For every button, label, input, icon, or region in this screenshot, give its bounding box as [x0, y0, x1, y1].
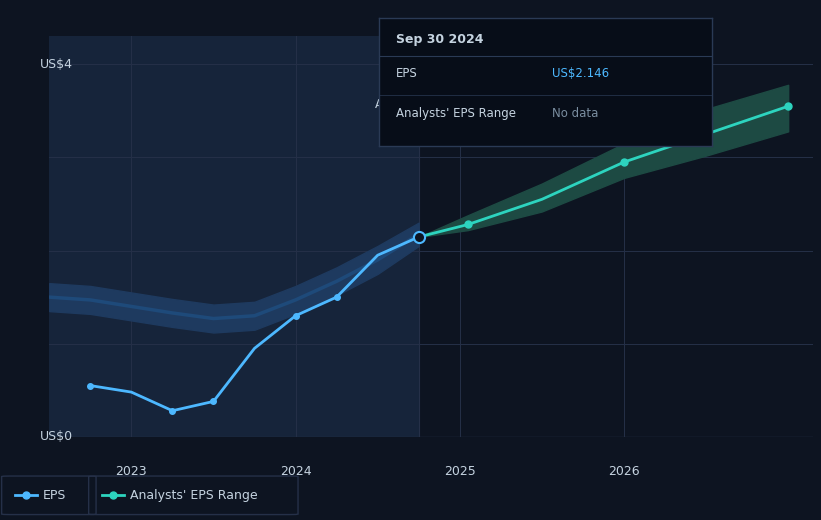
Text: EPS: EPS — [396, 67, 418, 80]
Text: 2025: 2025 — [444, 465, 475, 478]
Text: 2026: 2026 — [608, 465, 640, 478]
Text: Sep 30 2024: Sep 30 2024 — [396, 33, 484, 46]
Text: Analysts Forecasts: Analysts Forecasts — [425, 98, 535, 111]
Text: Analysts' EPS Range: Analysts' EPS Range — [396, 107, 516, 120]
Text: 2024: 2024 — [280, 465, 311, 478]
Text: No data: No data — [553, 107, 599, 120]
Text: 2023: 2023 — [116, 465, 147, 478]
Text: US$4: US$4 — [39, 58, 72, 71]
Text: US$2.146: US$2.146 — [553, 67, 609, 80]
Text: Analysts' EPS Range: Analysts' EPS Range — [130, 489, 257, 502]
Bar — [49, 36, 419, 437]
Text: Actual: Actual — [375, 98, 412, 111]
Text: EPS: EPS — [43, 489, 66, 502]
Text: US$0: US$0 — [39, 431, 72, 443]
